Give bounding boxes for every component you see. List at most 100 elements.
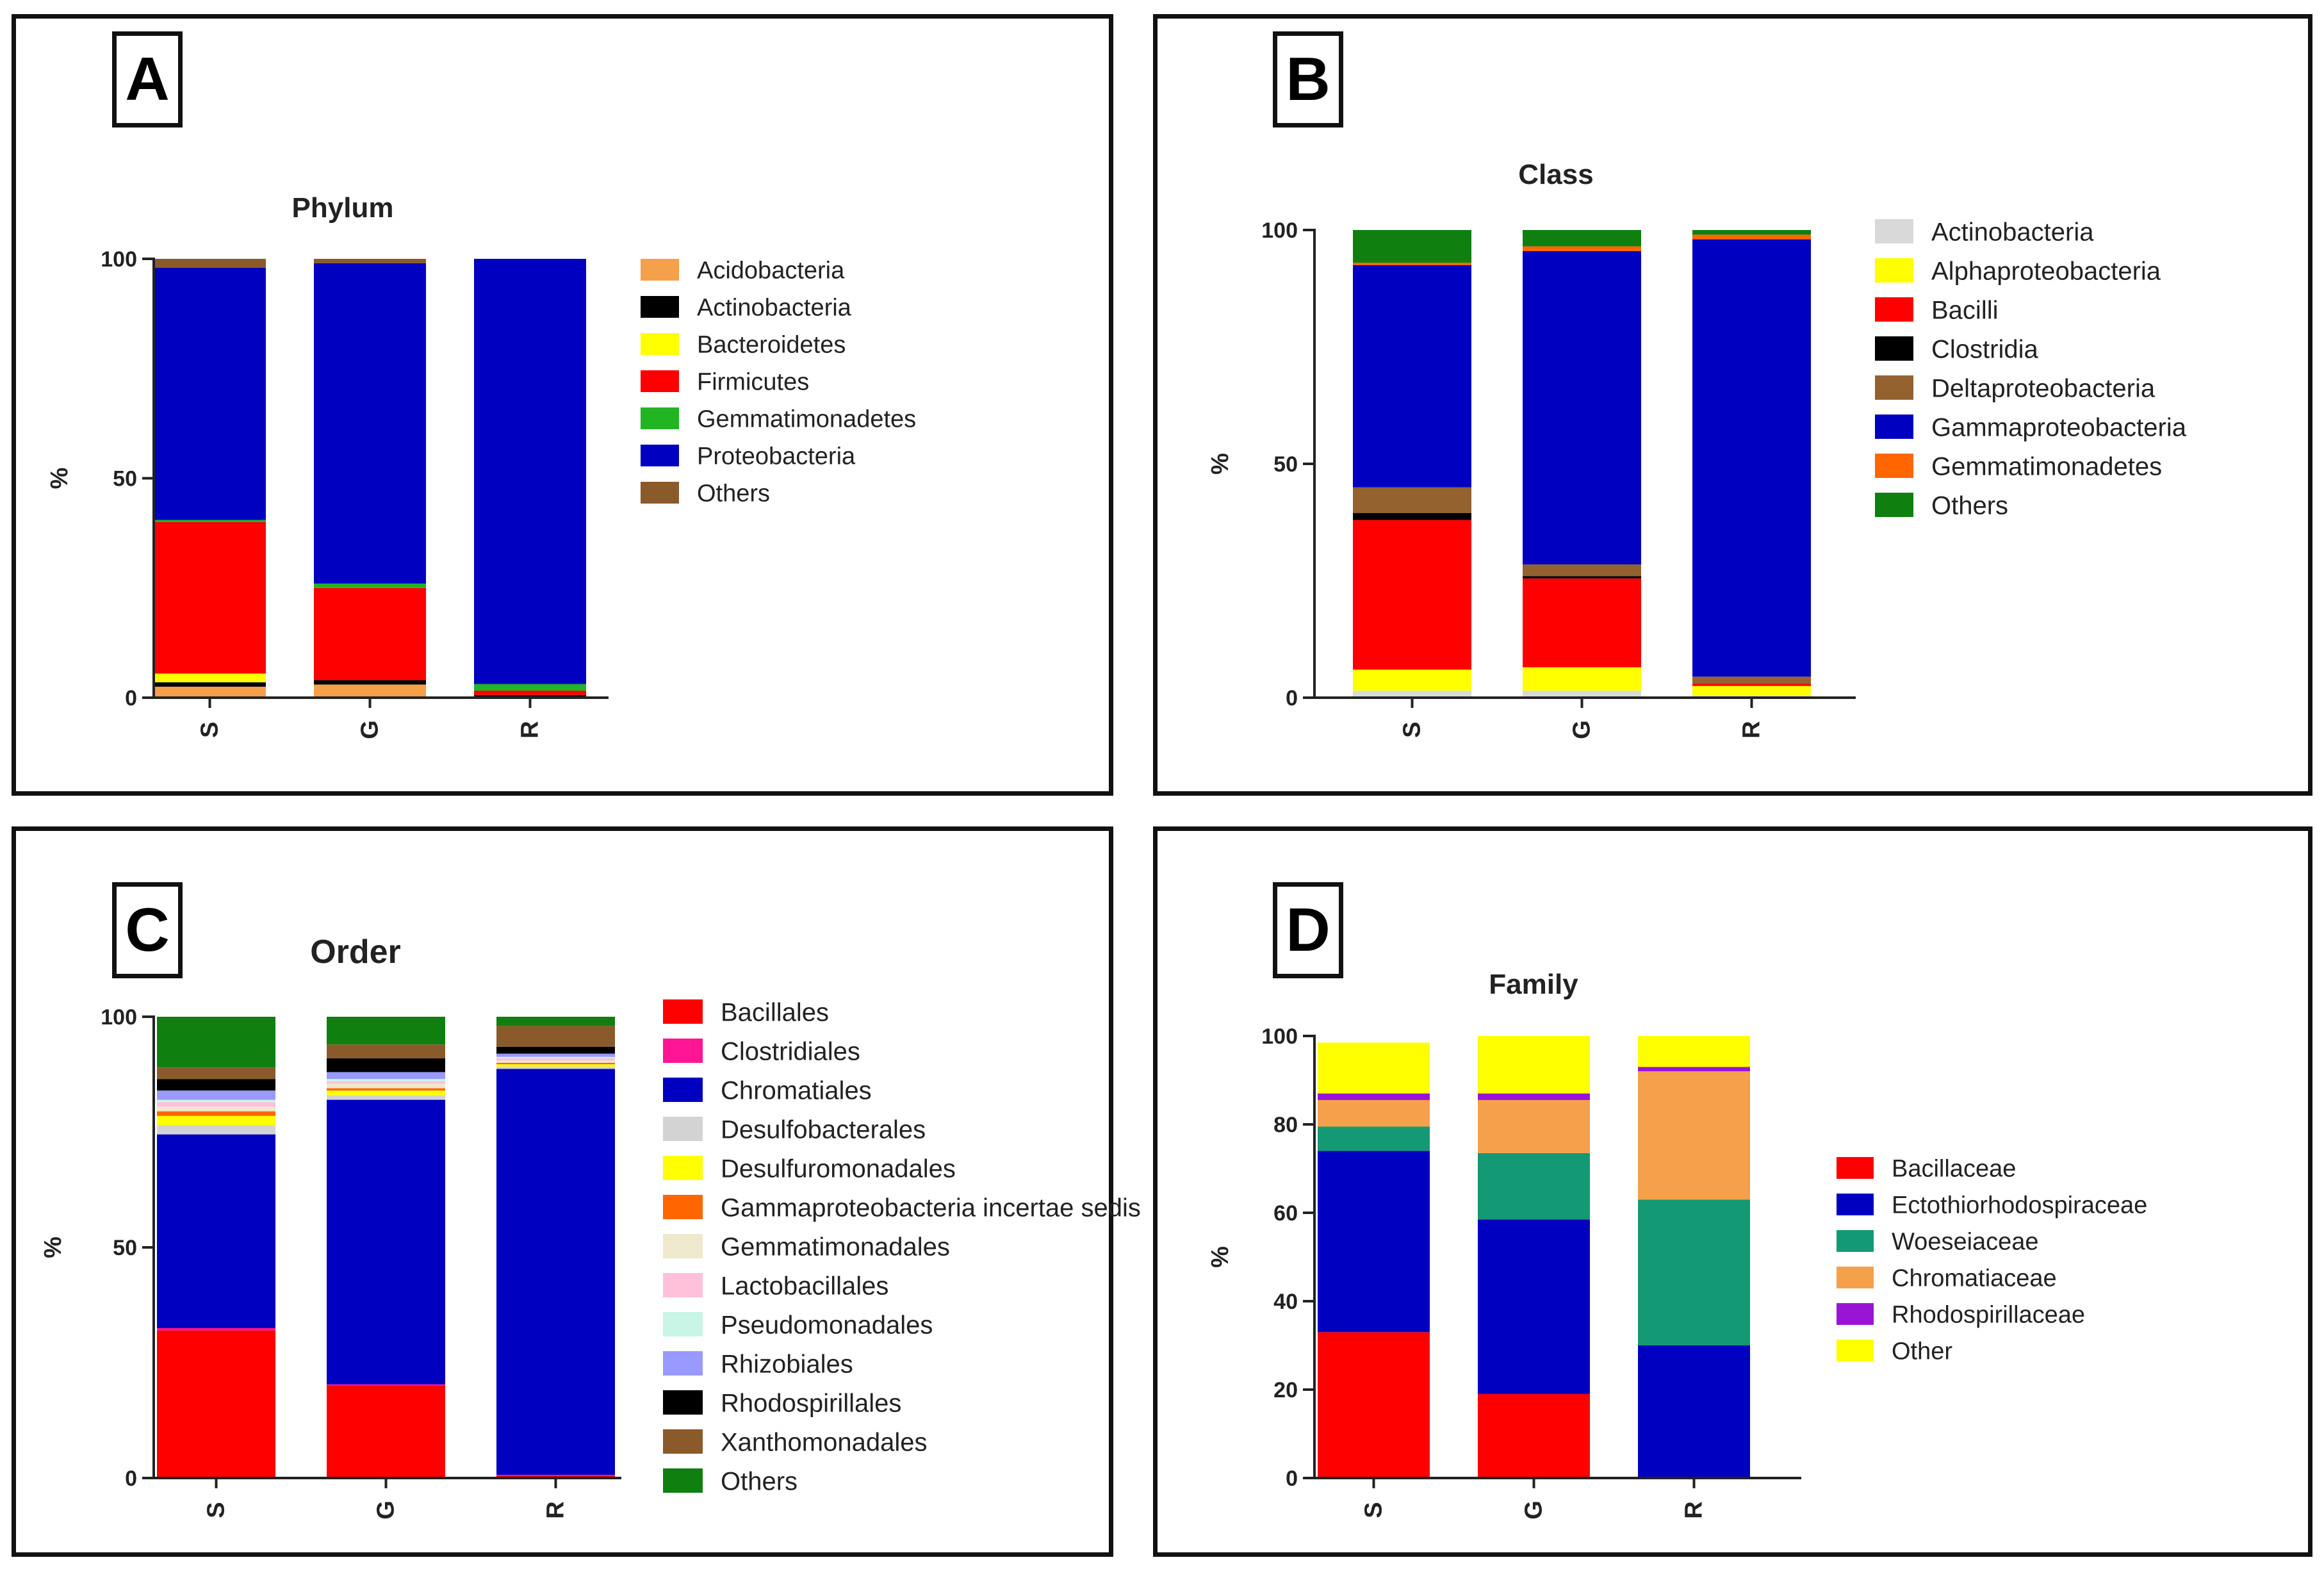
- legend-swatch: [1837, 1303, 1874, 1325]
- legend-swatch: [663, 999, 703, 1024]
- bar-segment: [157, 1017, 275, 1068]
- bar-segment: [327, 1099, 445, 1384]
- legend-label: Woeseiaceae: [1892, 1229, 2039, 1256]
- bar-segment: [496, 1060, 615, 1063]
- bar-segment: [1523, 246, 1641, 251]
- bar-segment: [154, 520, 266, 522]
- bar-segment: [1353, 520, 1471, 670]
- legend-label: Rhodospirillales: [721, 1389, 901, 1417]
- panel-a: A Phylum% S G R 0 50 100 Acidobacteria Actinobac…: [12, 14, 1113, 796]
- phylum-chart: Phylum% S G R 0 50 100 Acidobacteria Actinobacte…: [46, 192, 916, 739]
- legend-swatch: [641, 407, 679, 429]
- x-tick-label: R: [517, 721, 544, 738]
- bar-segment: [496, 1063, 615, 1065]
- legend-label: Rhizobiales: [721, 1350, 853, 1378]
- bar-segment: [1353, 691, 1471, 698]
- legend-label: Other: [1892, 1338, 1952, 1365]
- bar-segment: [1692, 234, 1811, 240]
- y-tick-label: 80: [1273, 1113, 1298, 1137]
- family-chart: Family% S G R 0 20 40 60 80 100 Bacillaceae Ectothi…: [1207, 969, 2147, 1520]
- legend-label: Acidobacteria: [697, 258, 845, 284]
- legend-label: Gemmatimonadetes: [1931, 452, 2162, 481]
- bar-segment: [157, 1067, 275, 1080]
- x-tick-label: S: [203, 1502, 230, 1518]
- y-tick-label: 100: [1261, 218, 1298, 243]
- bar-segment: [496, 1053, 615, 1057]
- legend-swatch: [1875, 219, 1913, 243]
- bar-segment: [1638, 1067, 1750, 1072]
- bar-segment: [1638, 1345, 1750, 1478]
- legend-swatch: [663, 1078, 703, 1102]
- bar-segment: [496, 1066, 615, 1069]
- bar-segment: [496, 1069, 615, 1475]
- bar-segment: [327, 1044, 445, 1058]
- panel-c: C Order% S G R 0 50 100 Bacillales Clostridiales…: [12, 826, 1141, 1557]
- legend-label: Chromatiales: [721, 1076, 872, 1105]
- legend-swatch: [1875, 336, 1913, 361]
- x-tick-label: G: [1569, 720, 1596, 739]
- bar-segment: [157, 1106, 275, 1112]
- bar-segment: [496, 1046, 615, 1054]
- bar-segment: [314, 583, 426, 588]
- legend-label: Bacillales: [721, 998, 829, 1026]
- bar-segment: [157, 1115, 275, 1126]
- y-tick-label: 60: [1273, 1201, 1298, 1226]
- bar-segment: [1478, 1036, 1590, 1094]
- bar-segment: [327, 1384, 445, 1386]
- y-tick-label: 0: [1286, 1466, 1298, 1491]
- legend-label: Proteobacteria: [697, 443, 856, 470]
- legend-label: Gemmatimonadales: [721, 1233, 950, 1261]
- legend-label: Alphaproteobacteria: [1931, 257, 2161, 285]
- legend-swatch: [663, 1468, 703, 1493]
- x-tick-label: R: [1739, 721, 1765, 738]
- class-chart: Class% S G R 0 50 100 Actinobacteria Alphaproteo…: [1207, 159, 2187, 739]
- legend-swatch: [1837, 1157, 1874, 1179]
- bar-segment: [1638, 1071, 1750, 1200]
- bar-segment: [1318, 1042, 1430, 1094]
- legend-swatch: [641, 333, 679, 355]
- panel-letter: C: [112, 882, 183, 978]
- chart-title: Phylum: [292, 192, 394, 224]
- bar-segment: [154, 682, 266, 687]
- bar-segment: [1318, 1151, 1430, 1333]
- legend-label: Gammaproteobacteria incertae sedis: [721, 1194, 1141, 1222]
- bar-segment: [474, 684, 586, 691]
- legend-swatch: [1837, 1194, 1874, 1215]
- bar-segment: [1318, 1093, 1430, 1101]
- bar-segment: [474, 691, 586, 695]
- x-tick-label: S: [197, 721, 224, 737]
- bar-segment: [496, 1058, 615, 1061]
- x-tick-label: G: [1521, 1500, 1548, 1520]
- bar-segment: [327, 1017, 445, 1045]
- y-axis-label: %: [46, 468, 73, 489]
- legend-label: Clostridiales: [721, 1037, 860, 1065]
- chart-title: Class: [1518, 159, 1593, 190]
- legend-swatch: [663, 1351, 703, 1376]
- bar-segment: [1478, 1393, 1590, 1478]
- y-tick-label: 100: [101, 1005, 137, 1030]
- y-tick-label: 0: [1286, 686, 1298, 711]
- bar-segment: [1523, 691, 1641, 698]
- bar-segment: [1478, 1093, 1590, 1101]
- x-tick-label: R: [1681, 1501, 1708, 1518]
- bar-segment: [474, 259, 586, 684]
- bar-segment: [327, 1081, 445, 1084]
- chart-title: Order: [310, 933, 401, 971]
- legend-swatch: [1875, 375, 1913, 400]
- bar-segment: [327, 1079, 445, 1081]
- legend-swatch: [663, 1039, 703, 1063]
- legend-swatch: [641, 370, 679, 392]
- legend-swatch: [663, 1195, 703, 1219]
- y-tick-label: 50: [113, 1236, 137, 1260]
- legend-swatch: [1837, 1230, 1874, 1252]
- bar-segment: [1478, 1219, 1590, 1394]
- panel-d: D Family% S G R 0 20 40 60 80 100 Bacillaceae Ectot…: [1153, 826, 2312, 1557]
- bar-segment: [1478, 1153, 1590, 1220]
- legend-label: Pseudomonadales: [721, 1311, 933, 1339]
- legend-swatch: [663, 1390, 703, 1415]
- bar-segment: [1353, 263, 1471, 265]
- bar-segment: [474, 694, 586, 696]
- y-tick-label: 0: [125, 1466, 137, 1491]
- bar-segment: [154, 686, 266, 698]
- legend-swatch: [663, 1234, 703, 1258]
